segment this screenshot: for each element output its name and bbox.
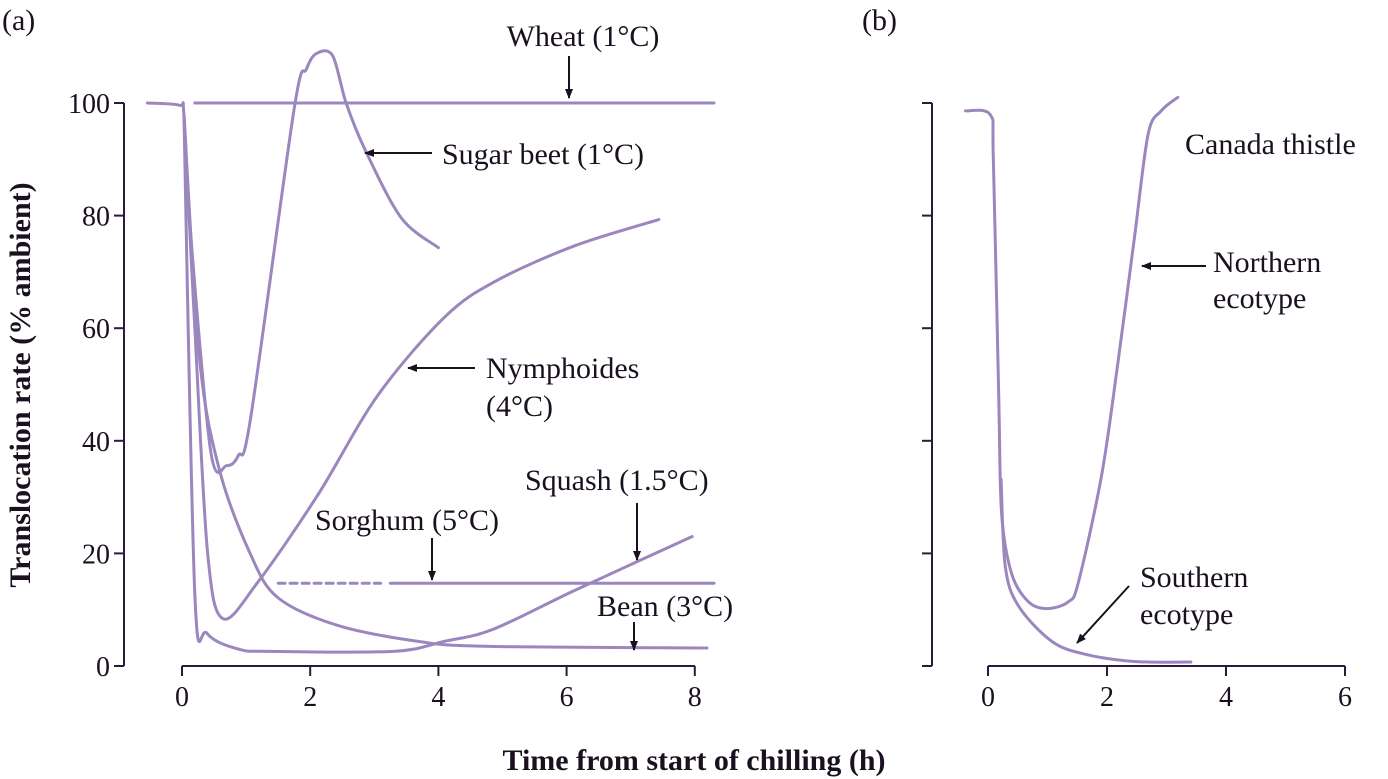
curves xyxy=(145,49,1193,664)
northern-ecotype-label: ecotype xyxy=(1213,282,1306,315)
x-tick-label: 2 xyxy=(303,682,317,713)
y-tick-label: 0 xyxy=(96,652,110,683)
x-tick-label: 2 xyxy=(1100,682,1114,713)
squash-1-5-c-curve xyxy=(182,113,694,654)
southern-label: Southern xyxy=(1140,561,1248,594)
y-tick-label: 40 xyxy=(82,427,110,458)
squash-label: Squash (1.5°C) xyxy=(525,464,709,497)
y-axis-title: Translocation rate (% ambient) xyxy=(4,182,37,587)
y-tick-label: 100 xyxy=(68,89,110,120)
northern-label: Northern xyxy=(1213,246,1321,279)
nymphoides-label: Nymphoides xyxy=(486,352,639,385)
x-tick-label: 4 xyxy=(1219,682,1233,713)
southern-ecotype-label: ecotype xyxy=(1140,598,1233,631)
bean-label: Bean (3°C) xyxy=(597,590,733,623)
x-tick-label: 0 xyxy=(981,682,995,713)
southern-ecotype-curve xyxy=(999,477,1193,664)
x-tick-label: 0 xyxy=(175,682,189,713)
y-tick-label: 80 xyxy=(82,202,110,233)
sorghum-label: Sorghum (5°C) xyxy=(315,504,499,537)
y-tick-label: 60 xyxy=(82,314,110,345)
x-tick-label: 4 xyxy=(431,682,445,713)
wheat-label: Wheat (1°C) xyxy=(507,20,660,53)
x-tick-label: 8 xyxy=(688,682,702,713)
sugar-beet-label: Sugar beet (1°C) xyxy=(442,138,644,171)
y-tick-label: 20 xyxy=(82,539,110,570)
southern-arrow xyxy=(1076,585,1130,644)
panel-a-label: (a) xyxy=(2,4,35,37)
nymphoides-temp-label: (4°C) xyxy=(486,390,553,423)
bean-3-c-curve xyxy=(182,113,709,650)
x-tick-label: 6 xyxy=(1338,682,1352,713)
nymphoides-4-c-curve xyxy=(182,113,661,621)
x-axis-title: Time from start of chilling (h) xyxy=(502,744,885,777)
panel-b-label: (b) xyxy=(862,4,897,37)
canada-thistle-title: Canada thistle xyxy=(1185,128,1356,161)
northern-ecotype-curve xyxy=(963,95,1180,611)
x-tick-label: 6 xyxy=(560,682,574,713)
